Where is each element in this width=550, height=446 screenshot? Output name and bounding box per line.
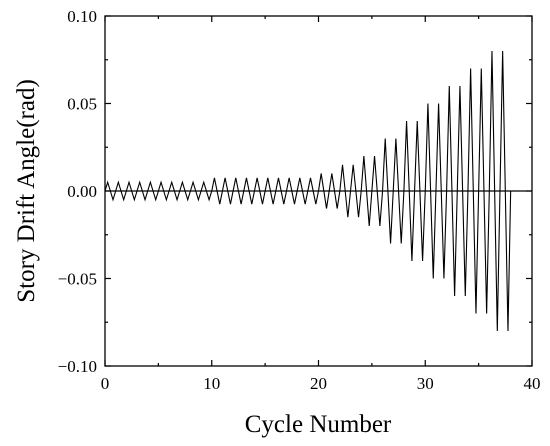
x-tick-label: 20: [310, 374, 327, 393]
tick-labels: 0 10 20 30 40 0.10 0.05 0.00 −0.05 −0.10: [58, 7, 541, 393]
y-tick-label: 0.00: [67, 182, 97, 201]
y-tick-label: −0.10: [58, 357, 97, 376]
x-tick-label: 30: [417, 374, 434, 393]
y-axis-title: Story Drift Angle(rad): [13, 79, 40, 303]
x-tick-label: 40: [524, 374, 541, 393]
y-tick-label: 0.05: [67, 95, 97, 114]
series-line-drift-angle: [104, 50, 512, 332]
y-tick-label: 0.10: [67, 7, 97, 26]
y-tick-label: −0.05: [58, 270, 97, 289]
x-tick-label: 10: [203, 374, 220, 393]
x-tick-label: 0: [101, 374, 110, 393]
x-axis-title: Cycle Number: [245, 411, 392, 438]
